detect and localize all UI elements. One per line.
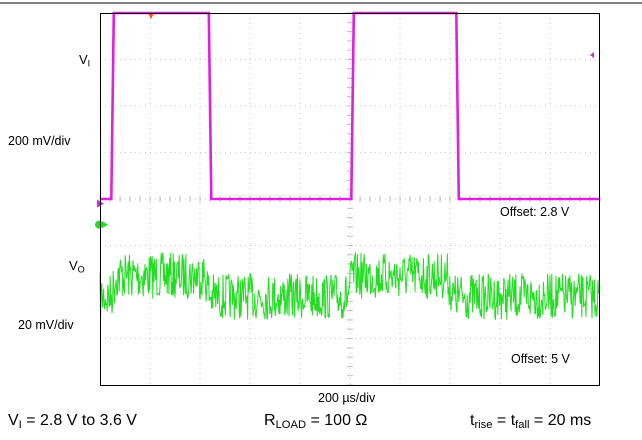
- trace-vi: [100, 11, 600, 201]
- ch2-label: VO: [69, 258, 85, 275]
- timebase-label: 200 µs/div: [318, 391, 376, 405]
- ch1-offset-label: Offset: 2.8 V: [500, 205, 570, 219]
- trace-vo: [99, 252, 601, 321]
- ch2-scale-label: 20 mV/div: [18, 318, 74, 332]
- scope-traces: [99, 11, 601, 321]
- plot-frame: [100, 13, 600, 386]
- ch2-offset-label: Offset: 5 V: [511, 352, 570, 366]
- ch1-label: VI: [79, 52, 91, 69]
- ch2-arrow-marker: [102, 221, 108, 229]
- ch1-scale-label: 200 mV/div: [8, 134, 71, 148]
- trigger-marker: [148, 13, 154, 19]
- trigger-level-marker: [590, 52, 594, 58]
- condition-trise-tfall: trise = tfall = 20 ms: [470, 412, 592, 431]
- condition-vi: VI = 2.8 V to 3.6 V: [8, 412, 137, 431]
- ch2-ground-marker: [95, 220, 103, 229]
- condition-rload: RLOAD = 100 Ω: [264, 412, 368, 431]
